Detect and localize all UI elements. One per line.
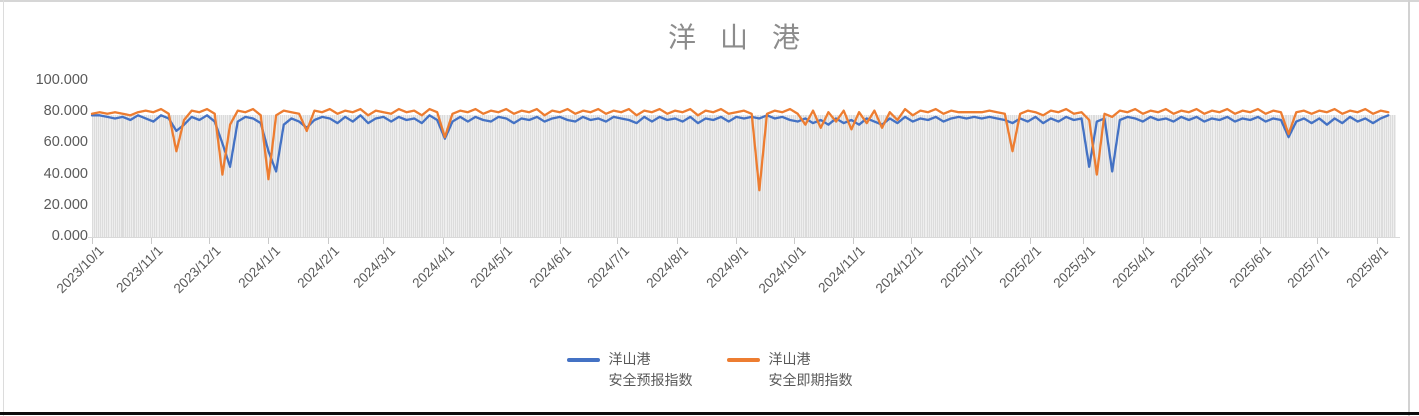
x-axis-label: 2024/3/1 [350, 243, 399, 291]
x-axis-tick [268, 238, 270, 244]
x-axis-tick [617, 238, 619, 244]
x-axis-tick [92, 238, 93, 244]
x-axis-label: 2025/5/1 [1167, 243, 1216, 291]
x-axis-label: 2025/6/1 [1226, 243, 1275, 291]
legend-item-spot[interactable]: 洋山港 安全即期指数 [726, 349, 853, 391]
background-daily-bars [92, 115, 1396, 237]
x-axis-label: 2024/12/1 [872, 243, 926, 297]
legend-line-swatch [566, 358, 600, 362]
x-axis-tick [1317, 238, 1319, 244]
spot-index-line [92, 109, 1388, 190]
x-axis-tick [793, 238, 795, 244]
x-axis-label: 2024/7/1 [584, 243, 633, 291]
legend-line-swatch [726, 358, 760, 362]
x-axis-label: 2025/3/1 [1050, 243, 1099, 291]
x-axis-tick [327, 238, 329, 244]
window-bottom-edge [0, 412, 1419, 415]
x-axis-label: 2024/6/1 [526, 243, 575, 291]
forecast-index-line [92, 115, 1388, 171]
x-axis-tick [676, 238, 678, 244]
y-axis-label: 80.000 [43, 103, 88, 120]
legend-label: 洋山港 安全即期指数 [768, 351, 853, 388]
x-axis-tick [1376, 238, 1378, 244]
x-axis-label: 2024/9/1 [703, 243, 751, 291]
x-axis-tick [910, 238, 912, 244]
x-axis-label: 2024/4/1 [409, 243, 458, 291]
x-axis-tick [970, 238, 972, 244]
x-axis-tick [1029, 238, 1031, 244]
x-axis-tick [500, 238, 502, 244]
x-axis-tick [383, 238, 385, 244]
y-axis-label: 100.000 [35, 72, 88, 88]
plot-area [92, 81, 1396, 237]
x-axis-label: 2024/5/1 [467, 243, 516, 291]
chart-frame-right-border [1408, 0, 1410, 416]
x-axis-tick [736, 238, 738, 244]
x-axis-label: 2024/11/1 [815, 243, 868, 296]
x-axis-tick [1259, 238, 1261, 244]
x-axis-label: 2025/1/1 [937, 243, 985, 291]
x-axis-label: 2023/10/1 [53, 243, 107, 297]
x-axis-label: 2024/8/1 [643, 243, 692, 291]
chart-frame-top-border [0, 0, 1419, 2]
chart-title: 洋山港 [667, 22, 825, 53]
line-series-layer [92, 81, 1396, 237]
y-axis-label: 60.000 [43, 134, 88, 151]
chart-legend: 洋山港 安全预报指数 洋山港 安全即期指数 [0, 349, 1419, 391]
x-axis-label: 2024/2/1 [294, 243, 343, 291]
x-axis-label: 2024/10/1 [755, 243, 809, 297]
x-axis-label: 2023/11/1 [113, 243, 167, 296]
x-axis-tick [853, 238, 855, 244]
x-axis-label: 2025/2/1 [996, 243, 1045, 291]
legend-label: 洋山港 安全预报指数 [608, 351, 693, 388]
x-axis-tick [1142, 238, 1144, 244]
x-axis-label: 2025/8/1 [1343, 243, 1392, 291]
x-axis-label: 2023/12/1 [170, 243, 224, 297]
x-axis-label: 2024/1/1 [235, 243, 284, 291]
x-axis-tick [442, 238, 444, 244]
x-axis-tick [1083, 238, 1085, 244]
x-axis-label: 2025/4/1 [1109, 243, 1158, 291]
x-axis-tick [208, 238, 210, 244]
x-axis-label: 2025/7/1 [1284, 243, 1332, 291]
y-axis-label: 20.000 [43, 196, 88, 213]
x-axis-tick [559, 238, 561, 244]
x-axis-tick [151, 238, 153, 244]
x-axis-line [88, 237, 1400, 238]
x-axis-tick [1200, 238, 1202, 244]
y-axis-label: 0.000 [51, 228, 88, 244]
y-axis-label: 40.000 [43, 165, 88, 182]
chart-frame-left-border [3, 0, 4, 416]
legend-item-forecast[interactable]: 洋山港 安全预报指数 [566, 349, 693, 391]
